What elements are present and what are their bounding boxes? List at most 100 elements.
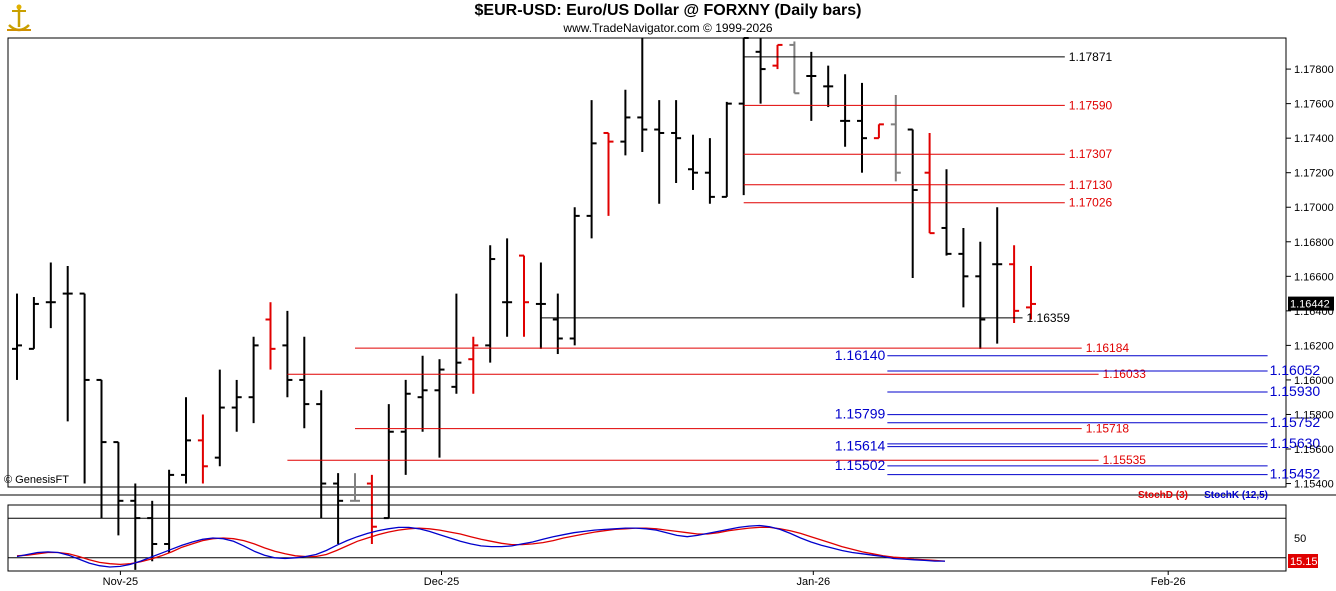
stoch-pane-frame [7, 504, 1287, 572]
level-label: 1.16052 [1270, 362, 1321, 378]
ohlc-bar [164, 469, 175, 553]
price-tick-label: 1.17600 [1294, 99, 1334, 111]
ohlc-bar [721, 101, 732, 198]
ohlc-bar [975, 241, 986, 349]
ohlc-bar [958, 227, 969, 308]
ohlc-bar [350, 473, 360, 502]
copyright-label: © GenesisFT [4, 474, 69, 486]
level-label: 1.15752 [1270, 414, 1321, 430]
stoch-series-line [16, 524, 945, 568]
level-label: 1.17026 [1069, 196, 1113, 210]
ohlc-bar [992, 207, 1003, 344]
level-label: 1.15535 [1103, 453, 1147, 467]
genesis-logo-icon [3, 3, 35, 35]
chart-title: $EUR-USD: Euro/US Dollar @ FORXNY (Daily… [474, 2, 862, 19]
ohlc-bar [265, 302, 276, 370]
level-label: 1.16033 [1103, 367, 1147, 381]
level-label: 1.15630 [1270, 435, 1321, 451]
ohlc-bar [823, 65, 834, 108]
price-tick-label: 1.16000 [1294, 375, 1334, 387]
stoch-value-label: 15.15 [1290, 556, 1318, 568]
ohlc-bar [299, 336, 310, 429]
ohlc-bar [231, 379, 242, 432]
price-tick-label: 1.15400 [1294, 479, 1334, 491]
ohlc-bar [603, 131, 614, 216]
level-label: 1.15614 [835, 438, 886, 454]
last-price-tag [1288, 296, 1334, 311]
ohlc-bar [316, 390, 327, 519]
ohlc-bar [890, 94, 901, 182]
ohlc-bar [451, 293, 462, 394]
last-price-label: 1.16442 [1290, 299, 1330, 311]
ohlc-bar [789, 41, 800, 95]
ohlc-bar [620, 89, 631, 156]
legend-stoch-k: StochK (12,5) [1204, 490, 1268, 501]
x-tick-label: Dec-25 [424, 576, 459, 588]
ohlc-bar [806, 51, 817, 121]
price-tick-label: 1.17800 [1294, 64, 1334, 76]
ohlc-bar [400, 379, 411, 475]
stoch-series-line [16, 526, 946, 566]
stoch-value-tag [1288, 554, 1318, 569]
price-tick-label: 1.15800 [1294, 409, 1334, 421]
ohlc-bar [96, 378, 107, 519]
price-tick-label: 1.16600 [1294, 271, 1334, 283]
ohlc-bar [941, 169, 952, 256]
level-label: 1.16184 [1086, 341, 1130, 355]
level-label: 1.16140 [835, 347, 886, 363]
price-tick-label: 1.15600 [1294, 444, 1334, 456]
ohlc-bar [468, 336, 479, 394]
ohlc-bar [45, 262, 56, 329]
ohlc-bar [197, 414, 208, 484]
ohlc-bar [586, 100, 597, 239]
legend-stoch-d: StochD (3) [1138, 490, 1188, 501]
level-label: 1.15502 [835, 457, 886, 473]
ohlc-bar [181, 397, 191, 484]
chart-subtitle: www.TradeNavigator.com © 1999-2026 [563, 21, 773, 35]
ohlc-bar [147, 500, 158, 562]
ohlc-bar [1009, 245, 1020, 323]
level-label: 1.15452 [1270, 466, 1321, 482]
ohlc-bar [12, 293, 22, 380]
ohlc-bar [62, 265, 73, 422]
stoch-tick-label: 50 [1294, 533, 1306, 545]
ohlc-bar [552, 293, 563, 355]
ohlc-bar [924, 132, 935, 235]
ohlc-bar [248, 336, 259, 424]
price-pane-frame [7, 37, 1287, 488]
price-tick-label: 1.17000 [1294, 202, 1334, 214]
ohlc-bar [569, 207, 580, 346]
ohlc-bar [417, 355, 428, 432]
ohlc-bar [214, 369, 225, 467]
level-label: 1.17590 [1069, 98, 1113, 112]
ohlc-bar [857, 82, 867, 173]
ohlc-bar [671, 100, 682, 184]
level-label: 1.15718 [1086, 422, 1130, 436]
price-tick-label: 1.17200 [1294, 168, 1334, 180]
ohlc-bar [502, 238, 513, 337]
price-tick-label: 1.16200 [1294, 340, 1334, 352]
level-label: 1.15799 [835, 406, 886, 422]
level-label: 1.15930 [1270, 383, 1321, 399]
ohlc-bar [28, 297, 39, 350]
level-label: 1.17130 [1069, 178, 1113, 192]
ohlc-bar [637, 38, 648, 152]
ohlc-bar [1026, 265, 1036, 320]
ohlc-bar [704, 138, 715, 204]
ohlc-bar [79, 292, 90, 484]
ohlc-bar [688, 134, 698, 190]
level-label: 1.17307 [1069, 147, 1113, 161]
ohlc-bar [654, 100, 665, 204]
x-tick-label: Feb-26 [1151, 576, 1186, 588]
ohlc-bar [333, 473, 344, 544]
price-tick-label: 1.17400 [1294, 133, 1334, 145]
ohlc-bar [840, 74, 851, 147]
ohlc-bar [485, 245, 496, 363]
level-label: 1.16359 [1027, 311, 1071, 325]
ohlc-bar [130, 483, 141, 570]
ohlc-bar [383, 404, 394, 520]
x-tick-label: Nov-25 [103, 576, 138, 588]
level-label: 1.17871 [1069, 50, 1113, 64]
ohlc-bar [535, 262, 546, 349]
